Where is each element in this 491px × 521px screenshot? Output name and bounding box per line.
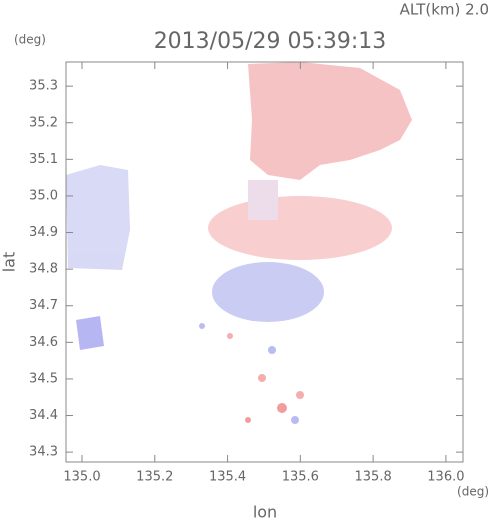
echo-mixed: [248, 180, 278, 220]
y-tick-label: 34.3: [29, 445, 58, 460]
y-tick-label: 34.8: [29, 262, 58, 277]
echo-speck: [291, 416, 299, 424]
x-unit: (deg): [457, 485, 489, 499]
echo-speck: [199, 323, 205, 329]
echo-blue: [212, 262, 324, 322]
y-tick-label: 35.3: [29, 79, 58, 94]
y-tick-label: 34.9: [29, 225, 58, 240]
y-tick-label: 35.1: [29, 152, 58, 167]
x-tick-label: 135.6: [282, 470, 319, 485]
echo-speck: [277, 403, 287, 413]
y-axis-label: lat: [0, 252, 19, 273]
echo-speck: [258, 374, 266, 382]
y-tick-label: 34.5: [29, 371, 58, 386]
x-tick-label: 135.2: [136, 470, 173, 485]
x-axis-label: lon: [253, 503, 277, 521]
x-tick-label: 135.8: [355, 470, 392, 485]
echo-speck: [296, 391, 304, 399]
axes: 135.0 135.2 135.4 135.6 135.8 136.0 34.3 34.4 34…: [29, 62, 465, 485]
echo-speck: [268, 346, 276, 354]
y-tick-label: 35.0: [29, 188, 58, 203]
echo-blue: [76, 316, 104, 350]
echo-speck: [245, 417, 251, 423]
echo-speck: [227, 333, 233, 339]
echo-red: [208, 196, 392, 260]
echo-red: [248, 62, 412, 180]
y-tick-label: 34.4: [29, 408, 58, 423]
y-tick-label: 34.7: [29, 298, 58, 313]
altitude-annotation: ALT(km) 2.0: [400, 1, 489, 19]
y-tick-label: 34.6: [29, 335, 58, 350]
y-unit: (deg): [14, 33, 46, 47]
y-tick-label: 35.2: [29, 115, 58, 130]
plot-frame: [65, 61, 464, 463]
x-tick-label: 135.4: [209, 470, 246, 485]
x-tick-label: 136.0: [427, 470, 464, 485]
echo-blue: [66, 165, 130, 270]
chart-title: 2013/05/29 05:39:13: [154, 29, 387, 54]
radar-echo: [66, 62, 412, 424]
x-tick-label: 135.0: [63, 470, 100, 485]
